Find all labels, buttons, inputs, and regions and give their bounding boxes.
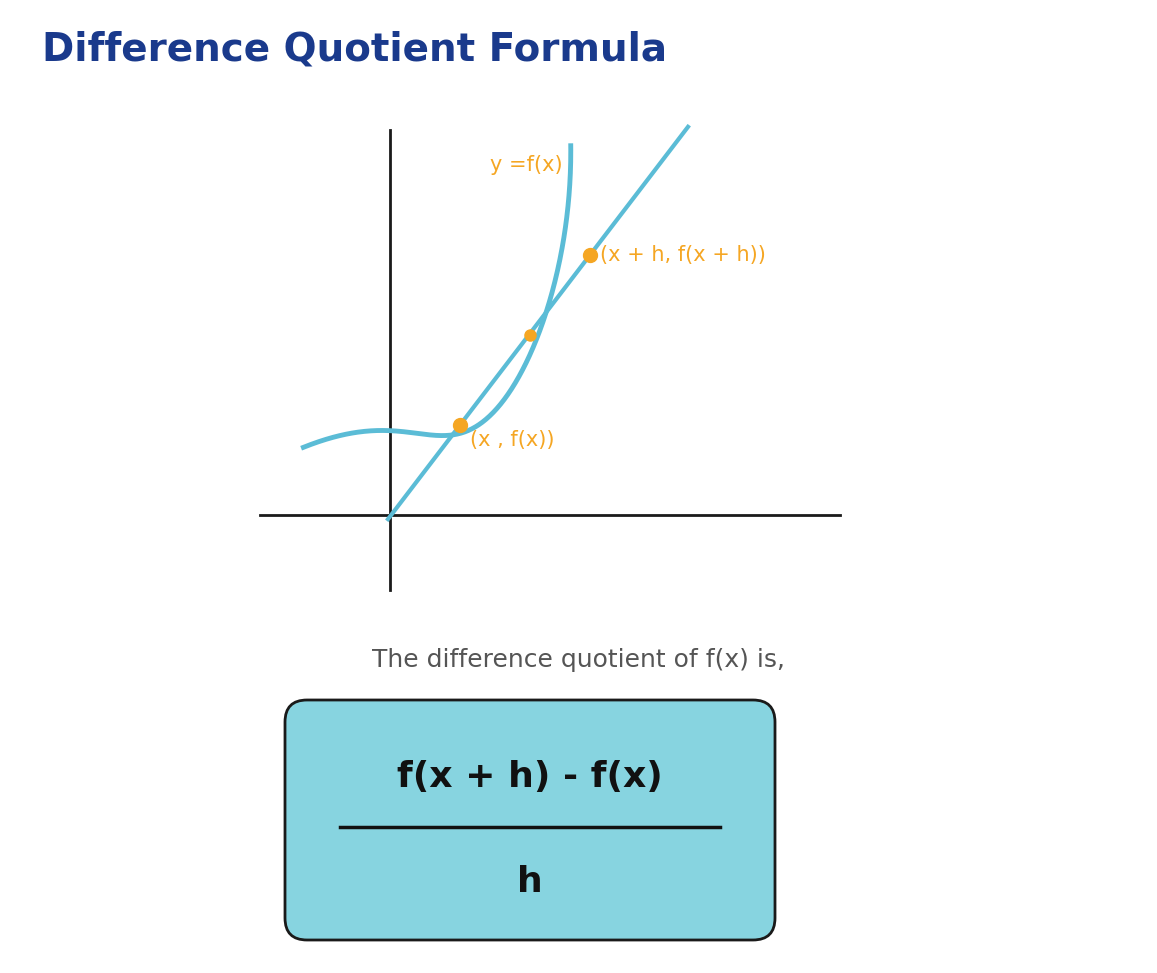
- Text: h: h: [517, 865, 543, 899]
- Text: Difference Quotient Formula: Difference Quotient Formula: [42, 30, 666, 68]
- Text: f(x + h) - f(x): f(x + h) - f(x): [397, 760, 663, 794]
- Text: (x + h, f(x + h)): (x + h, f(x + h)): [600, 245, 766, 265]
- FancyBboxPatch shape: [285, 700, 775, 940]
- Text: y =f(x): y =f(x): [491, 155, 562, 175]
- Text: The difference quotient of f(x) is,: The difference quotient of f(x) is,: [371, 648, 784, 672]
- Text: (x , f(x)): (x , f(x)): [470, 430, 554, 450]
